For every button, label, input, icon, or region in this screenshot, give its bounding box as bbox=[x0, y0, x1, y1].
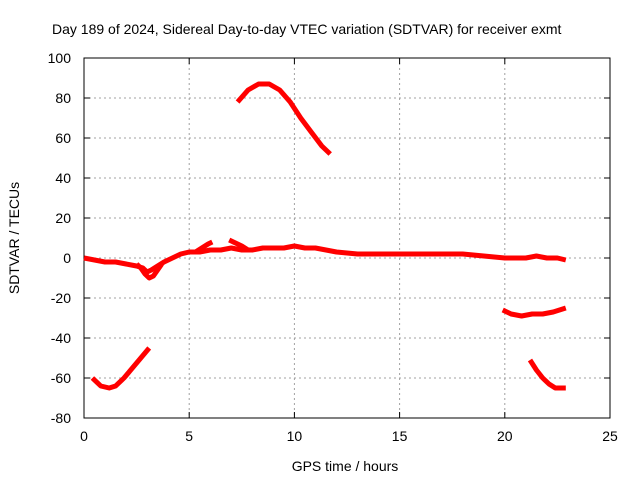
y-tick-label: -60 bbox=[51, 370, 71, 386]
axis-ticks: 0 5 10 15 20 25 -80 -60 -40 -20 0 20 40 60 80 100 bbox=[48, 50, 618, 444]
y-tick-label: 40 bbox=[55, 170, 71, 186]
y-tick-label: 60 bbox=[55, 130, 71, 146]
x-axis-label: GPS time / hours bbox=[292, 458, 399, 474]
y-tick-label: -20 bbox=[51, 290, 71, 306]
y-tick-label: -40 bbox=[51, 330, 71, 346]
y-tick-label: 20 bbox=[55, 210, 71, 226]
data-series bbox=[83, 81, 567, 391]
x-tick-label: 5 bbox=[185, 428, 193, 444]
series-arc-lower-left bbox=[90, 346, 152, 391]
y-tick-label: 0 bbox=[63, 250, 71, 266]
chart-title: Day 189 of 2024, Sidereal Day-to-day VTE… bbox=[52, 21, 561, 37]
series-arc-right-low bbox=[527, 358, 566, 391]
y-tick-label: 80 bbox=[55, 90, 71, 106]
x-tick-label: 10 bbox=[287, 428, 303, 444]
x-tick-label: 25 bbox=[602, 428, 618, 444]
series-arc-right-mid bbox=[501, 305, 567, 319]
grid-lines bbox=[84, 58, 610, 418]
y-axis-label: SDTVAR / TECUs bbox=[6, 182, 22, 294]
series-arc-upper bbox=[235, 81, 332, 156]
series-spike-7h bbox=[228, 237, 250, 253]
x-tick-label: 0 bbox=[80, 428, 88, 444]
y-tick-label: 100 bbox=[48, 50, 72, 66]
x-tick-label: 15 bbox=[392, 428, 408, 444]
plot-frame bbox=[83, 57, 611, 419]
series-dip-3h bbox=[134, 262, 164, 281]
series-spike-6h bbox=[194, 239, 214, 255]
y-tick-label: -80 bbox=[51, 410, 71, 426]
x-tick-label: 20 bbox=[497, 428, 513, 444]
